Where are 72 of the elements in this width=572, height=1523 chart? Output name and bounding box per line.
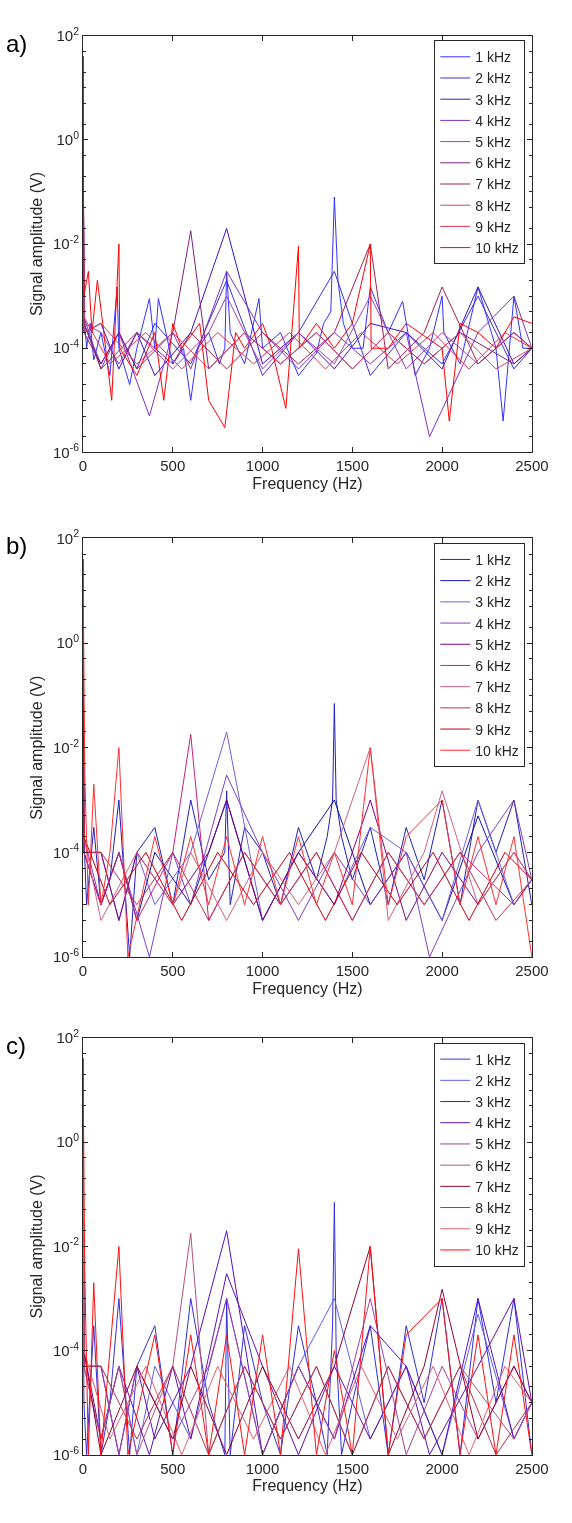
legend-label: 9 kHz [475,218,512,235]
legend-label: 2 kHz [475,70,512,87]
legend-label: 8 kHz [475,700,512,717]
y-tick-label: 10$^{0}$ [56,128,80,149]
x-tick-label: 500 [160,1459,186,1477]
y-tick-label: 10$^{2}$ [56,1026,80,1047]
y-axis-title: Signal amplitude (V) [27,675,45,820]
x-tick-label: 2000 [425,457,459,475]
legend-label: 6 kHz [475,1157,512,1174]
x-tick-label: 0 [78,1459,88,1477]
y-tick-label: 10$^{-4}$ [52,841,80,861]
x-tick-label: 500 [160,457,186,475]
y-tick-label: 10$^{-4}$ [52,337,80,357]
legend-label: 10 kHz [475,1242,519,1259]
x-tick-label: 1000 [245,1459,280,1477]
legend-label: 3 kHz [475,1094,512,1110]
x-tick-label: 1000 [245,962,280,980]
legend-label: 6 kHz [475,657,512,674]
y-tick-label: 10$^{2}$ [56,24,80,44]
x-tick-label: 2500 [515,457,549,475]
x-tick-label: 2000 [425,962,459,980]
legend-label: 4 kHz [475,1115,512,1132]
legend-label: 1 kHz [475,49,512,66]
y-tick-label: 10$^{-4}$ [52,1339,80,1359]
x-axis-title: Frequency (Hz) [252,1477,363,1495]
chart-title: c) [6,1032,26,1059]
y-axis-title: Signal amplitude (V) [27,1174,45,1319]
legend-label: 1 kHz [475,1051,512,1068]
legend-label: 5 kHz [475,1136,512,1153]
legend-label: 3 kHz [475,91,512,108]
x-tick-label: 0 [78,962,88,980]
x-tick-label: 2000 [425,1459,459,1477]
legend-label: 10 kHz [475,742,519,759]
legend-label: 4 kHz [475,615,512,632]
y-axis-title: Signal amplitude (V) [27,172,45,317]
x-tick-label: 1500 [335,1459,370,1477]
x-tick-label: 2500 [515,962,549,980]
legend-label: 5 kHz [475,134,512,151]
y-tick-label: 10$^{-6}$ [52,441,80,461]
legend-label: 6 kHz [475,155,512,172]
x-tick-label: 1000 [245,457,280,475]
legend-label: 5 kHz [475,636,512,653]
legend-label: 9 kHz [475,721,512,738]
x-tick-label: 500 [160,962,186,980]
x-tick-label: 0 [78,457,88,475]
y-tick-label: 10$^{0}$ [56,631,80,652]
legend-label: 2 kHz [475,573,512,590]
legend-label: 7 kHz [475,1178,512,1195]
legend-label: 8 kHz [475,1200,512,1216]
x-tick-label: 1500 [335,962,370,980]
legend-label: 2 kHz [475,1072,512,1089]
legend-label: 10 kHz [475,240,519,257]
y-tick-label: 10$^{-2}$ [52,736,80,756]
legend-label: 4 kHz [475,112,512,129]
y-tick-label: 10$^{0}$ [56,1131,80,1151]
x-tick-label: 1500 [335,457,370,475]
chart-title: b) [6,532,28,559]
y-tick-label: 10$^{-2}$ [52,233,80,253]
legend-label: 1 kHz [475,551,512,568]
y-tick-label: 10$^{-2}$ [52,1235,80,1255]
legend-label: 8 kHz [475,197,512,214]
y-tick-label: 10$^{-6}$ [52,946,80,966]
y-tick-label: 10$^{-6}$ [52,1443,80,1464]
legend-label: 7 kHz [475,176,512,193]
x-tick-label: 2500 [515,1459,549,1477]
legend-label: 9 kHz [475,1221,512,1238]
y-tick-label: 10$^{2}$ [56,527,80,547]
chart-title: a) [6,30,28,57]
x-axis-title: Frequency (Hz) [252,475,363,493]
x-axis-title: Frequency (Hz) [252,979,363,997]
legend-label: 3 kHz [475,594,512,611]
legend-label: 7 kHz [475,679,512,696]
